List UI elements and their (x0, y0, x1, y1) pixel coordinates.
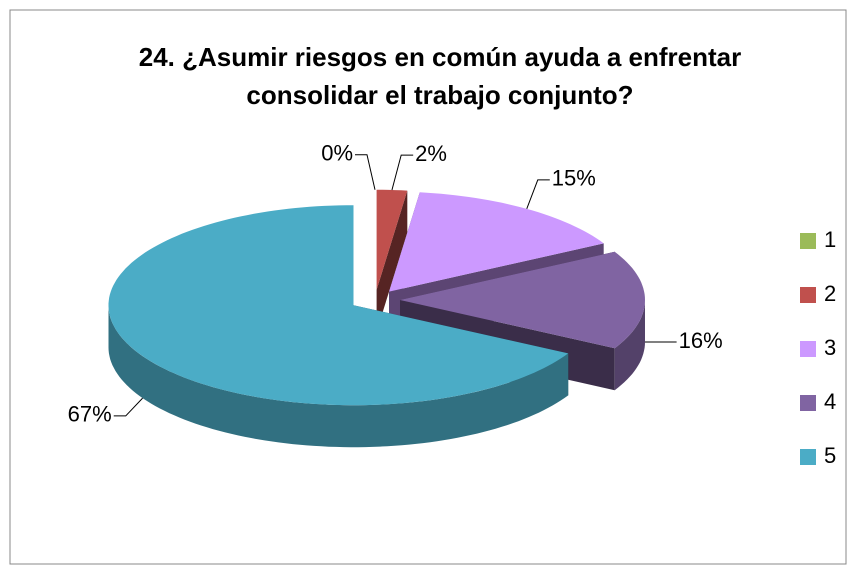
legend-swatch (800, 287, 816, 303)
legend-label: 5 (824, 443, 836, 468)
slice-wall (108, 305, 569, 448)
legend-swatch (800, 449, 816, 465)
data-label: 2% (415, 141, 447, 166)
legend-swatch (800, 395, 816, 411)
slice (400, 251, 645, 349)
slice-side (376, 190, 408, 332)
leader-line (526, 179, 550, 210)
legend-swatch (800, 341, 816, 357)
chart-title: 24. ¿Asumir riesgos en común ayuda a enf… (138, 42, 742, 110)
data-label: 15% (552, 166, 596, 191)
leader-line (355, 154, 376, 190)
slice (376, 189, 408, 290)
legend-label: 1 (824, 227, 836, 252)
legend-swatch (800, 233, 816, 249)
slice (389, 192, 604, 292)
legend-label: 3 (824, 335, 836, 360)
slice-wall (614, 300, 645, 391)
legend-label: 2 (824, 281, 836, 306)
data-label: 0% (321, 141, 353, 166)
legend-label: 4 (824, 389, 836, 414)
data-label: 67% (68, 402, 112, 427)
leader-line (113, 397, 143, 417)
slice (108, 205, 569, 406)
data-label: 16% (679, 328, 723, 353)
leader-line (391, 154, 414, 191)
